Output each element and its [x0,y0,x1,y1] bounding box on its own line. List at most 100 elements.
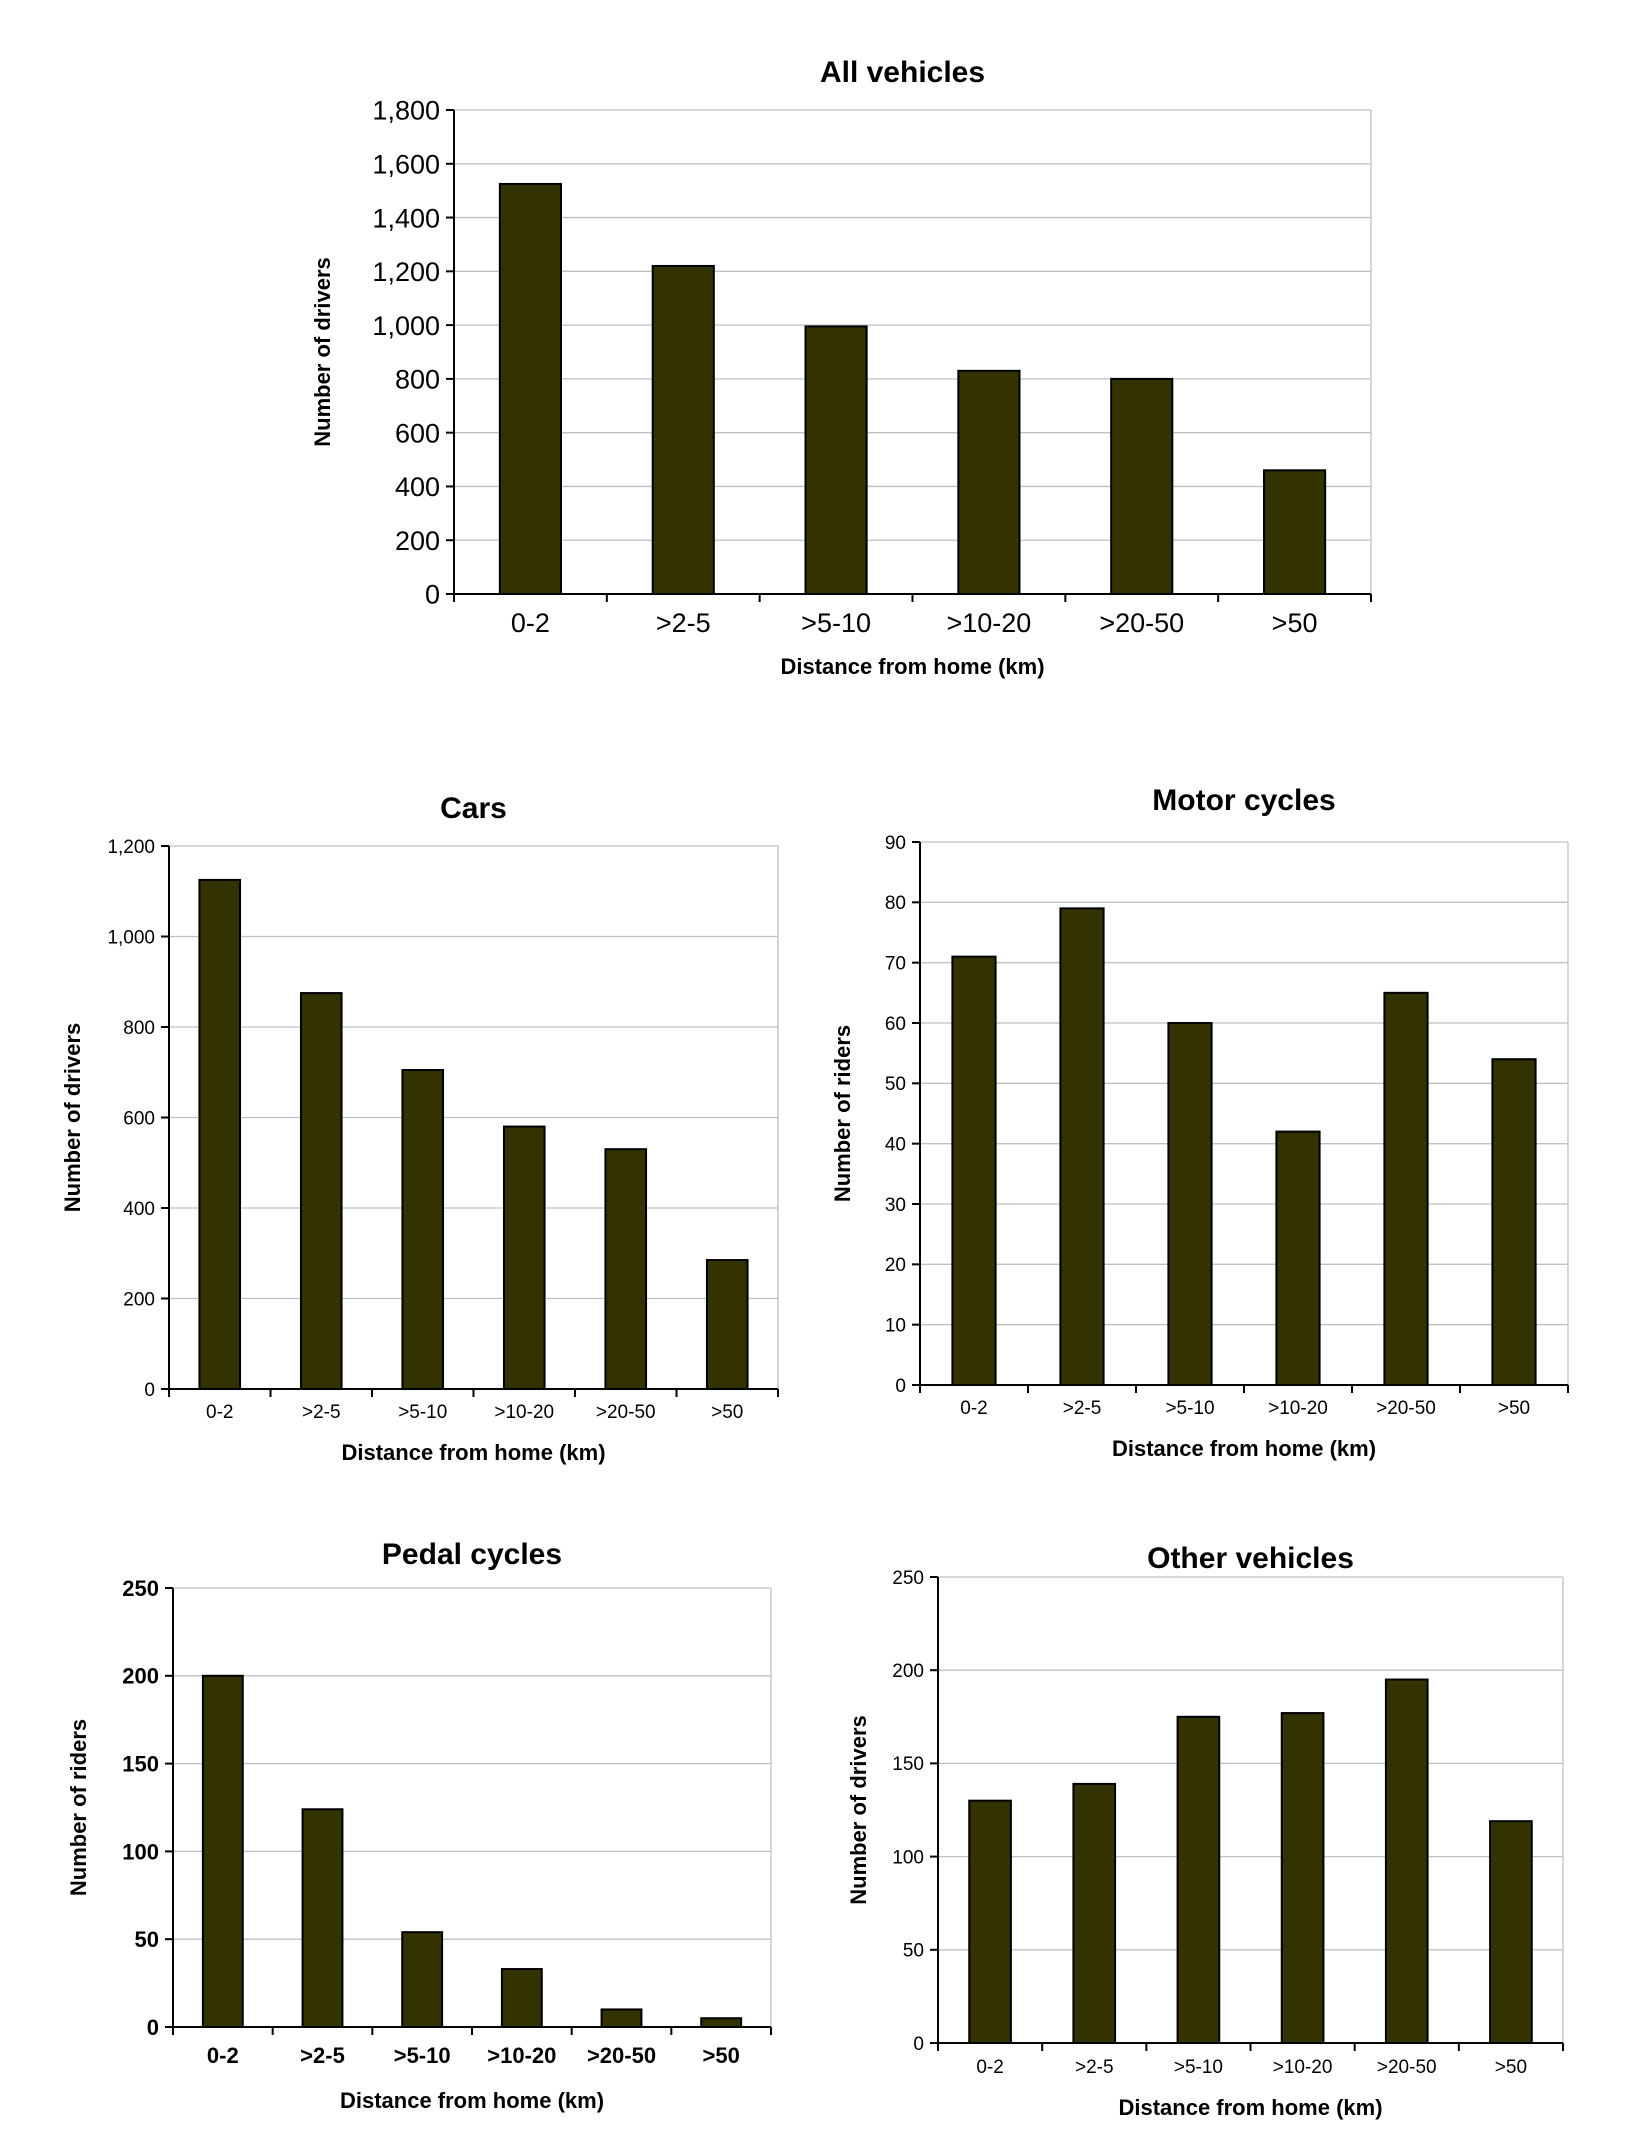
y-axis-label: Number of drivers [310,257,335,447]
y-tick-label: 250 [892,1568,924,1589]
x-tick-label: >2-5 [1075,2057,1114,2078]
bar->20-50 [1384,1678,1429,2045]
x-tick-label: >10-20 [947,608,1032,638]
bar->20-50 [1110,377,1174,595]
y-tick-label: 1,000 [107,927,155,948]
bar->10-20 [1275,1130,1321,1386]
chart-title: Other vehicles [1147,1542,1354,1575]
y-axis-label: Number of drivers [846,1715,871,1905]
chart-cars: 0 200 400 600 800 1,000 1,200 0-2 >2-5 >5-10 >10-2… [60,792,779,1465]
bar->10-20 [957,369,1021,596]
y-tick-label: 200 [892,1661,924,1682]
x-tick-label: 0-2 [511,608,550,638]
y-tick-label: 200 [123,1289,155,1310]
chart-all: 0 200 400 600 800 1,000 1,200 1,400 1,600 1,800 0-… [310,56,1372,679]
x-tick-label: >10-20 [494,1402,554,1423]
y-tick-label: 20 [885,1255,906,1276]
bar->5-10 [1167,1022,1213,1386]
y-tick-label: 50 [885,1074,906,1095]
x-tick-label: >50 [1272,608,1318,638]
bar->50 [705,1259,749,1390]
x-tick-label: >5-10 [801,608,871,638]
x-tick-label: >2-5 [300,2043,345,2068]
y-tick-label: 200 [122,1664,159,1689]
x-tick-label: 0-2 [207,2043,239,2068]
x-tick-label: >2-5 [302,1402,341,1423]
y-tick-label: 1,400 [372,203,440,233]
x-tick-label: >50 [711,1402,743,1423]
y-tick-label: 600 [395,418,440,448]
x-axis-label: Distance from home (km) [1118,2095,1382,2120]
x-tick-label: >20-50 [587,2043,656,2068]
y-tick-label: 200 [395,526,440,556]
bar->5-10 [804,325,868,595]
x-tick-label: >10-20 [1273,2057,1333,2078]
x-tick-label: >20-50 [1376,1398,1436,1419]
y-tick-label: 0 [913,2034,924,2055]
y-tick-label: 90 [885,833,906,854]
y-tick-label: 150 [892,1754,924,1775]
y-tick-label: 0 [144,1380,155,1401]
x-tick-label: >5-10 [1165,1398,1214,1419]
x-tick-label: 0-2 [960,1398,987,1419]
y-tick-label: 0 [425,580,440,610]
bar->2-5 [299,992,343,1390]
y-tick-label: 0 [895,1376,906,1397]
y-tick-label: 400 [123,1199,155,1220]
y-tick-label: 1,200 [107,837,155,858]
chart-title: Pedal cycles [382,1538,562,1571]
x-tick-label: >2-5 [656,608,711,638]
y-tick-label: 150 [122,1752,159,1777]
x-tick-label: >5-10 [398,1402,447,1423]
bar-0-2 [951,955,997,1387]
bar->20-50 [1383,991,1429,1386]
y-tick-label: 250 [122,1576,159,1601]
y-tick-label: 30 [885,1195,906,1216]
y-tick-label: 40 [885,1135,906,1156]
x-axis-label: Distance from home (km) [340,2088,604,2113]
y-tick-label: 70 [885,954,906,975]
y-tick-label: 1,800 [372,96,440,126]
bar->20-50 [604,1148,648,1391]
x-tick-label: >50 [1495,2057,1527,2078]
y-axis-label: Number of riders [830,1025,855,1202]
bar-0-2 [198,878,242,1390]
x-tick-label: >10-20 [487,2043,556,2068]
x-tick-label: 0-2 [206,1402,233,1423]
x-tick-label: >2-5 [1063,1398,1102,1419]
x-tick-label: 0-2 [976,2057,1003,2078]
bar-0-2 [498,182,562,595]
y-tick-label: 800 [395,365,440,395]
x-tick-label: >20-50 [1377,2057,1437,2078]
bar->5-10 [401,1931,444,2029]
y-tick-label: 100 [892,1847,924,1868]
x-tick-label: >50 [703,2043,740,2068]
bar-0-2 [201,1674,244,2029]
chart-title: Cars [440,792,507,825]
x-axis-label: Distance from home (km) [1112,1436,1376,1461]
bar->10-20 [500,1968,543,2029]
x-axis-label: Distance from home (km) [341,1440,605,1465]
bar->20-50 [600,2008,643,2028]
bar-0-2 [968,1799,1012,2045]
x-axis-label: Distance from home (km) [780,654,1044,679]
chart-motor: 0 10 20 30 40 50 60 70 80 90 0-2 >2-5 >5-10 >10-20 >20… [830,784,1569,1461]
bar->2-5 [1059,907,1105,1386]
y-tick-label: 1,200 [372,257,440,287]
bar->5-10 [401,1068,445,1391]
bar->50 [1489,1820,1533,2044]
y-tick-label: 800 [123,1018,155,1039]
chart-other: 0 50 100 150 200 250 0-2 >2-5 >5-10 >10-20 >20-50 >… [846,1542,1564,2120]
x-tick-label: >5-10 [394,2043,451,2068]
x-tick-label: >20-50 [596,1402,656,1423]
bar->50 [1491,1058,1537,1386]
bar->50 [1263,469,1327,595]
bar->2-5 [301,1808,344,2028]
y-tick-label: 1,600 [372,149,440,179]
x-tick-label: >5-10 [1174,2057,1223,2078]
y-tick-label: 80 [885,893,906,914]
y-tick-label: 0 [147,2015,159,2040]
y-tick-label: 50 [903,1941,924,1962]
chart-title: Motor cycles [1152,784,1335,817]
